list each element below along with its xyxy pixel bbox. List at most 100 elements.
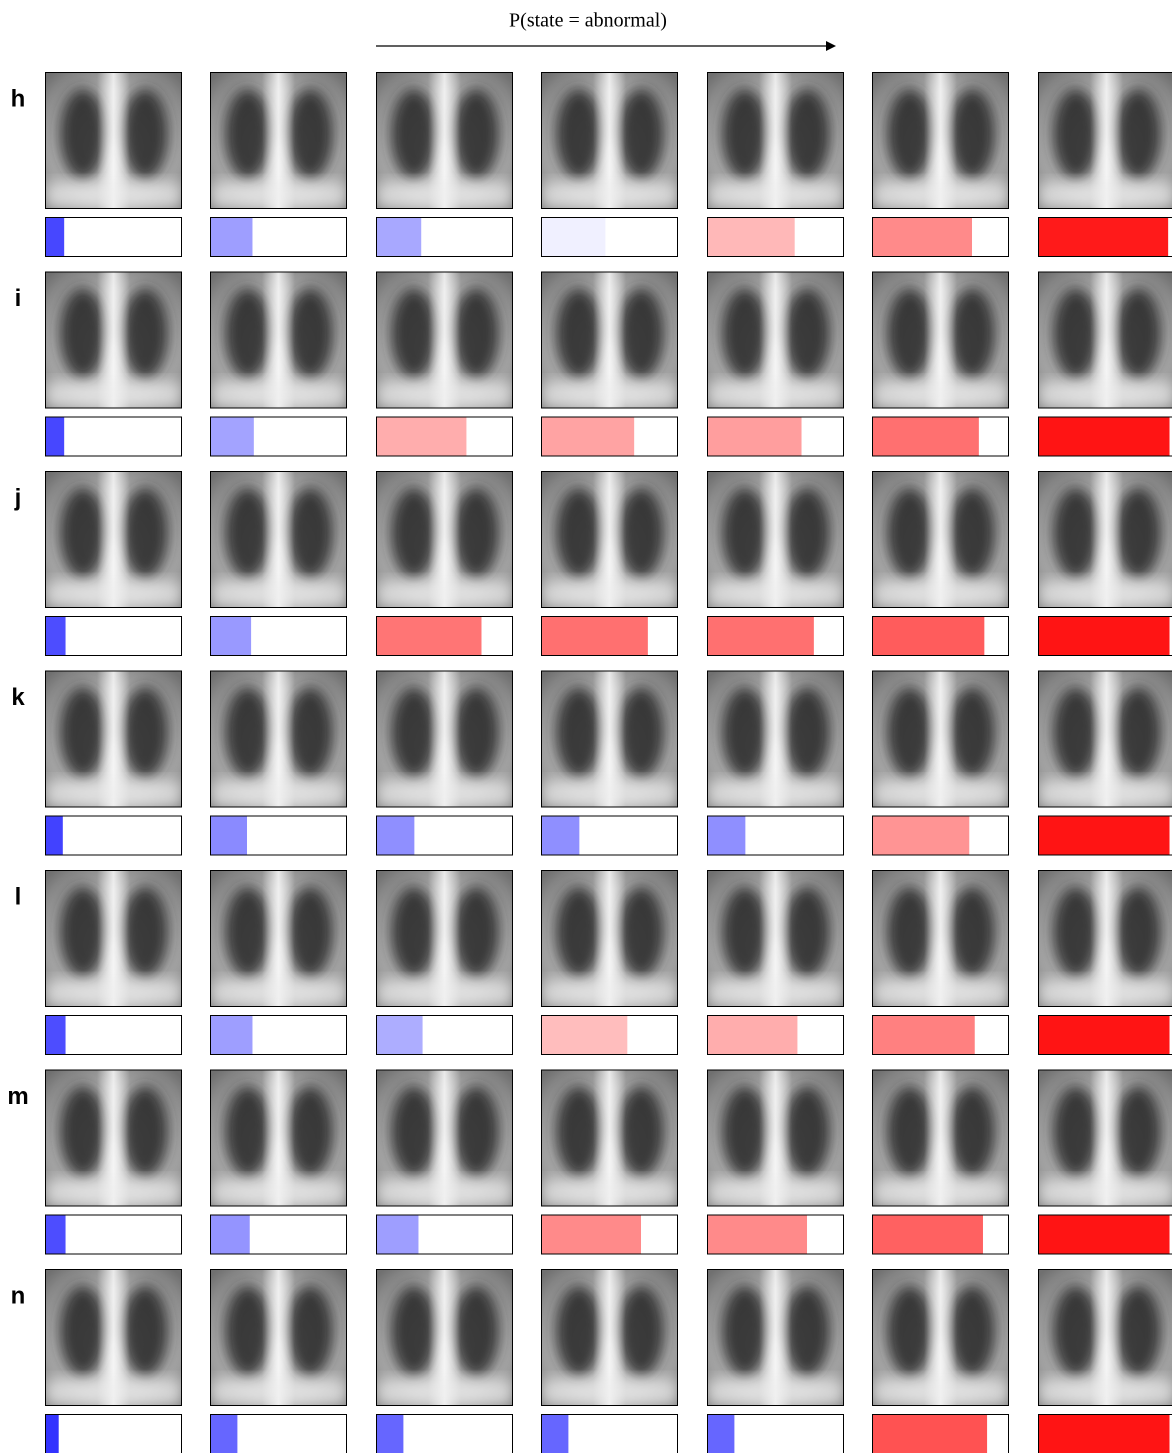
probability-bar bbox=[541, 616, 648, 656]
xray-image bbox=[376, 471, 513, 608]
probability-bar bbox=[707, 1015, 798, 1055]
probability-bar bbox=[45, 416, 65, 457]
probability-bar bbox=[707, 416, 802, 457]
xray-image bbox=[707, 671, 844, 808]
probability-bar bbox=[541, 1414, 569, 1453]
probability-bar bbox=[541, 1015, 628, 1055]
bar-frame bbox=[541, 217, 678, 257]
xray-image bbox=[872, 1269, 1009, 1406]
bar-frame bbox=[210, 217, 347, 257]
bar-frame bbox=[376, 217, 513, 257]
row-label: j bbox=[14, 484, 22, 511]
bar-frame bbox=[376, 815, 513, 856]
xray-image bbox=[541, 1070, 678, 1207]
bar-frame bbox=[872, 815, 1009, 856]
xray-image bbox=[210, 1070, 347, 1207]
probability-bar bbox=[45, 217, 65, 257]
bar-frame bbox=[45, 416, 182, 457]
probability-bar bbox=[210, 1414, 238, 1453]
xray-image bbox=[541, 1269, 678, 1406]
bar-frame bbox=[872, 1015, 1009, 1055]
bar-frame bbox=[541, 1414, 678, 1453]
probability-bar bbox=[872, 616, 985, 656]
probability-bar bbox=[541, 416, 635, 457]
probability-bar bbox=[1038, 1015, 1170, 1055]
xray-image bbox=[707, 1070, 844, 1207]
probability-bar bbox=[872, 815, 970, 856]
probability-bar bbox=[210, 1015, 253, 1055]
probability-bar bbox=[45, 1214, 66, 1255]
xray-image bbox=[1038, 272, 1172, 409]
probability-bar bbox=[872, 217, 973, 257]
xray-image bbox=[1038, 1070, 1172, 1207]
probability-bar bbox=[541, 1214, 642, 1255]
bar-frame bbox=[1038, 815, 1172, 856]
probability-bar bbox=[376, 416, 467, 457]
probability-bar bbox=[376, 616, 482, 656]
row-label: l bbox=[15, 883, 22, 910]
bar-frame bbox=[45, 1015, 182, 1055]
probability-bar bbox=[707, 815, 746, 856]
bar-frame bbox=[376, 616, 513, 656]
bar-frame bbox=[1038, 616, 1172, 656]
bar-frame bbox=[210, 416, 347, 457]
xray-image bbox=[541, 72, 678, 209]
bar-frame bbox=[707, 1015, 844, 1055]
xray-image bbox=[45, 671, 182, 808]
xray-image bbox=[210, 471, 347, 608]
probability-bar bbox=[707, 1414, 735, 1453]
bar-frame bbox=[872, 217, 1009, 257]
bar-frame bbox=[1038, 1015, 1172, 1055]
xray-image bbox=[376, 1070, 513, 1207]
probability-bar bbox=[210, 1214, 250, 1255]
xray-image bbox=[376, 72, 513, 209]
probability-bar bbox=[210, 815, 247, 856]
probability-bar bbox=[707, 217, 795, 257]
probability-bar bbox=[45, 1414, 59, 1453]
xray-image bbox=[45, 272, 182, 409]
bar-frame bbox=[45, 1214, 182, 1255]
probability-bar bbox=[376, 217, 422, 257]
xray-image bbox=[1038, 870, 1172, 1007]
probability-bar bbox=[376, 1414, 404, 1453]
bar-frame bbox=[210, 1214, 347, 1255]
probability-bar bbox=[707, 1214, 808, 1255]
xray-image bbox=[1038, 671, 1172, 808]
xray-image bbox=[707, 72, 844, 209]
probability-bar bbox=[376, 1015, 423, 1055]
bar-frame bbox=[872, 1414, 1009, 1453]
xray-image bbox=[376, 272, 513, 409]
bar-frame bbox=[872, 616, 1009, 656]
probability-bar bbox=[1038, 416, 1170, 457]
xray-image bbox=[210, 72, 347, 209]
probability-bar bbox=[1038, 616, 1170, 656]
xray-image bbox=[210, 272, 347, 409]
bar-frame bbox=[541, 1015, 678, 1055]
bar-frame bbox=[45, 815, 182, 856]
xray-image bbox=[1038, 72, 1172, 209]
xray-image bbox=[541, 471, 678, 608]
row-label: m bbox=[7, 1083, 28, 1110]
probability-bar bbox=[210, 416, 254, 457]
probability-bar bbox=[210, 217, 253, 257]
bar-frame bbox=[707, 217, 844, 257]
bar-frame bbox=[210, 1015, 347, 1055]
xray-image bbox=[376, 671, 513, 808]
bar-frame bbox=[707, 815, 844, 856]
xray-image bbox=[541, 870, 678, 1007]
probability-bar bbox=[45, 1015, 66, 1055]
bar-frame bbox=[210, 815, 347, 856]
bar-frame bbox=[541, 1214, 678, 1255]
xray-image bbox=[707, 471, 844, 608]
bar-frame bbox=[707, 416, 844, 457]
probability-bar bbox=[1038, 815, 1170, 856]
xray-image bbox=[210, 870, 347, 1007]
bar-frame bbox=[541, 416, 678, 457]
probability-bar bbox=[872, 1015, 975, 1055]
bar-frame bbox=[45, 217, 182, 257]
probability-bar bbox=[872, 1214, 983, 1255]
bar-frame bbox=[872, 416, 1009, 457]
bar-frame bbox=[1038, 416, 1172, 457]
row-label: i bbox=[15, 285, 22, 312]
